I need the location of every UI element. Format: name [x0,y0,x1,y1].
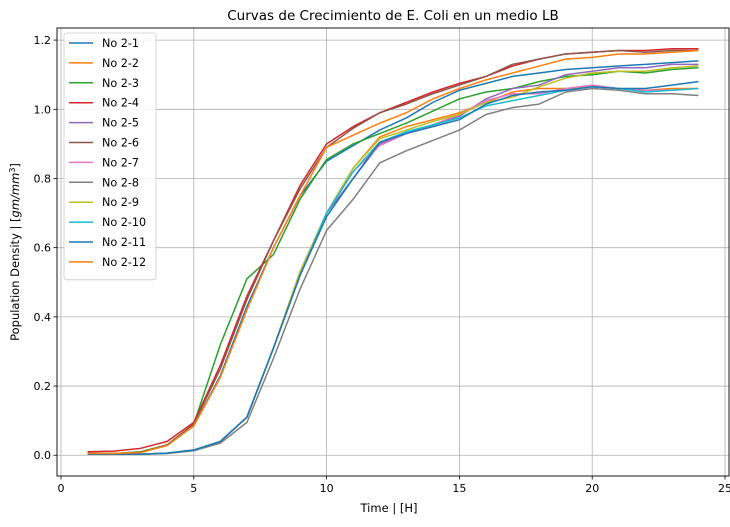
series-line-8 [88,89,699,455]
y-tick-label: 0.2 [34,380,52,393]
series-line-1 [88,61,699,454]
y-tick-label: 1.0 [34,103,52,116]
series-line-7 [88,85,699,454]
series-line-6 [88,50,699,453]
x-tick-label: 15 [452,482,466,495]
y-axis-label-math: gm/mm [8,173,22,218]
legend-label: No 2-8 [102,176,139,189]
series-line-10 [88,87,699,454]
legend-label: No 2-12 [102,256,146,269]
chart-title: Curvas de Crecimiento de E. Coli en un m… [227,8,558,24]
y-tick-label: 1.2 [34,34,52,47]
grid [57,28,729,476]
legend-label: No 2-11 [102,236,146,249]
plot-frame [57,28,729,476]
x-tick-label: 25 [718,482,730,495]
series-line-11 [88,82,699,455]
series-line-5 [88,64,699,454]
y-axis-label-prefix: Population Density | [ [8,217,22,340]
y-tick-label: 0.6 [34,242,52,255]
legend-label: No 2-2 [102,57,139,70]
series-line-3 [88,68,699,454]
legend-label: No 2-10 [102,216,146,229]
legend-label: No 2-5 [102,117,139,130]
legend-label: No 2-3 [102,77,139,90]
legend-label: No 2-9 [102,196,139,209]
y-tick-label: 0.4 [34,311,52,324]
y-axis-label: Population Density | [gm/mm3] [8,163,23,341]
x-tick-label: 10 [320,482,334,495]
y-tick-label: 0.0 [34,449,52,462]
x-tick-label: 20 [585,482,599,495]
legend-label: No 2-6 [102,137,139,150]
legend: No 2-1 No 2-2 No 2-3 No 2-4 No 2-5 No 2-6 No 2… [64,33,156,280]
y-tick-label: 0.8 [34,172,52,185]
legend-label: No 2-1 [102,37,139,50]
x-axis-label: Time | [H] [360,501,418,515]
legend-label: No 2-4 [102,97,139,110]
y-axis-label-suffix: ] [8,163,22,168]
x-tick-label: 0 [57,482,64,495]
series-line-2 [88,87,699,454]
x-tick-label: 5 [190,482,197,495]
series-line-12 [88,50,699,453]
legend-label: No 2-7 [102,156,139,169]
